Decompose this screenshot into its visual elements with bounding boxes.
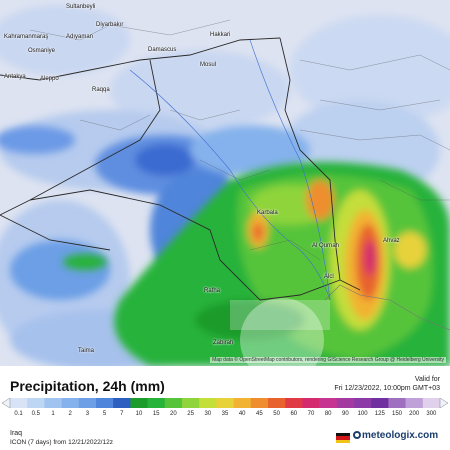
city-label: Raqqa (92, 87, 110, 93)
scale-cell (422, 398, 441, 408)
scale-cell (61, 398, 80, 408)
scale-tick-label: 70 (307, 411, 315, 417)
model-info: ICON (7 days) from 12/21/2022/12z (10, 439, 113, 446)
scale-cell (164, 398, 183, 408)
scale-tick-label: 7 (120, 411, 124, 417)
scale-tick-label: 0.1 (14, 411, 23, 417)
scale-tick-label: 90 (342, 411, 349, 417)
brand-name: meteologix.com (362, 430, 439, 441)
scale-cell (250, 398, 269, 408)
city-label: Rafha (204, 288, 221, 294)
scale-tick-label: 30 (204, 411, 212, 417)
scale-cell (44, 398, 62, 408)
scale-tick-label: 25 (187, 411, 194, 417)
city-label: Hakkari (210, 32, 231, 38)
precip-heavy (63, 162, 450, 366)
scale-tick-label: 3 (85, 411, 90, 417)
scale-cell (27, 398, 45, 408)
city-label: Alcl (324, 274, 334, 280)
scale-cell (233, 398, 252, 408)
scale-cell (10, 398, 28, 408)
scale-tick-label: 10 (135, 411, 143, 417)
admin-borders (29, 19, 450, 261)
city-label: Zabirah (213, 340, 234, 346)
scale-cell (302, 398, 320, 408)
scale-tick-label: 35 (221, 411, 229, 417)
scale-cell (199, 398, 217, 408)
meteologix-icon (353, 431, 361, 439)
scale-tick-label: 5 (102, 411, 107, 417)
scale-cell (319, 398, 338, 408)
city-label: Mosul (200, 62, 217, 68)
scale-cell (216, 398, 234, 408)
scale-cell (268, 398, 286, 408)
germany-flag-icon (336, 433, 350, 443)
valid-label: Valid for (414, 376, 440, 383)
city-label: Taima (78, 348, 95, 354)
scale-tick-label: 150 (391, 411, 403, 417)
scale-tick-label: 60 (290, 411, 298, 417)
valid-time-block: Valid for Fri 12/23/2022, 10:00pm GMT+03 (334, 375, 440, 393)
city-label: Osmaniye (28, 48, 56, 54)
rivers (129, 39, 331, 301)
scale-tick-label: 200 (409, 411, 420, 417)
scale-tick-label: 0.5 (31, 411, 40, 417)
scale-tick-label: 300 (426, 411, 437, 417)
country-borders (0, 37, 361, 301)
city-label: Damascus (148, 47, 177, 53)
page-title: Precipitation, 24h (mm) (10, 378, 165, 394)
scale-tick-label: 50 (273, 411, 280, 417)
city-label: Adıyaman (66, 34, 94, 40)
brand-logo[interactable]: meteologix.com (353, 430, 438, 441)
scale-right-arrow-icon (439, 397, 449, 409)
scale-cell (371, 398, 389, 408)
map-canvas (0, 5, 450, 366)
city-label: Aleppo (40, 76, 59, 82)
watermark-logo-icon (240, 298, 324, 366)
scale-cell (78, 398, 97, 408)
city-label: Ahvaz (383, 238, 400, 244)
city-label: Antakya (4, 74, 26, 80)
city-label: Sultanbeyli (66, 4, 96, 10)
city-label: Karbala (257, 210, 278, 216)
city-label: Diyarbakır (96, 22, 124, 28)
scale-left-arrow-icon (1, 397, 11, 409)
scale-tick-label: 20 (170, 411, 177, 417)
scale-cell (354, 398, 372, 408)
scale-tick-label: 1 (51, 411, 55, 417)
scale-tick-label: 40 (238, 411, 246, 417)
scale-tick-label: 80 (324, 411, 332, 417)
city-label: Kahramanmaraş (4, 34, 49, 40)
city-label: Al Qurnah (312, 243, 340, 249)
watermark-banner (230, 300, 330, 330)
scale-tick-label: 2 (68, 411, 72, 417)
scale-cell (285, 398, 303, 408)
scale-cell (113, 398, 131, 408)
valid-time: Fri 12/23/2022, 10:00pm GMT+03 (334, 385, 440, 392)
scale-cell (96, 398, 114, 408)
map-attribution[interactable]: Map data © OpenStreetMap contributors, r… (210, 357, 446, 363)
scale-tick-label: 15 (152, 411, 160, 417)
scale-cell (147, 398, 166, 408)
region-name: Iraq (10, 430, 23, 437)
scale-cell (336, 398, 355, 408)
scale-tick-label: 45 (256, 411, 263, 417)
scale-cell (182, 398, 200, 408)
scale-cell (405, 398, 424, 408)
color-scale (1, 397, 449, 409)
scale-cell (388, 398, 406, 408)
precipitation-map[interactable]: Sultanbeyli Diyarbakır Kahramanmaraş Adı… (0, 0, 450, 366)
scale-cell (130, 398, 148, 408)
scale-tick-label: 125 (374, 411, 385, 417)
scale-tick-label: 100 (357, 411, 368, 417)
coastline (324, 284, 450, 331)
